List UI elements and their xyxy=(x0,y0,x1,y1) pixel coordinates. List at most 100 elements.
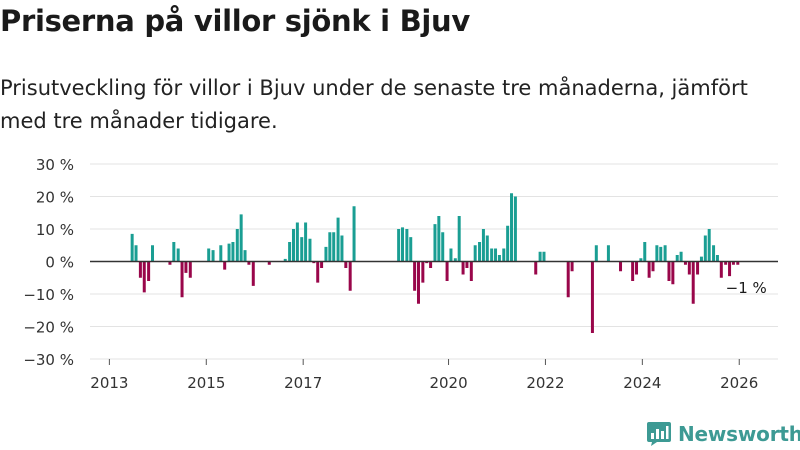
bar xyxy=(490,248,494,262)
annotations: −1 % xyxy=(726,279,767,297)
x-tick-label: 2015 xyxy=(187,374,225,392)
bar xyxy=(473,245,477,262)
bar xyxy=(469,261,473,281)
bar xyxy=(478,242,482,262)
bar xyxy=(231,242,235,262)
x-axis xyxy=(90,260,778,365)
bar xyxy=(397,229,401,262)
bar xyxy=(316,261,320,283)
bar xyxy=(736,261,740,265)
bar xyxy=(437,216,441,262)
bar xyxy=(312,261,316,264)
bar xyxy=(223,261,227,270)
bar xyxy=(449,248,453,262)
bar xyxy=(534,261,538,275)
bar xyxy=(188,261,192,278)
grid-lines xyxy=(90,163,778,360)
bar xyxy=(344,261,348,268)
bar xyxy=(184,261,188,273)
bar xyxy=(425,261,429,264)
bar xyxy=(336,217,340,262)
bar xyxy=(731,261,735,265)
bar xyxy=(283,258,287,262)
bar xyxy=(570,261,574,272)
bar xyxy=(619,261,623,272)
y-tick-label: 0 % xyxy=(45,254,74,272)
y-tick-label: 10 % xyxy=(36,221,74,239)
bar xyxy=(497,255,501,262)
chart-title: Priserna på villor sjönk i Bjuv xyxy=(0,4,470,38)
bar xyxy=(267,261,271,265)
bar xyxy=(485,235,489,262)
bar xyxy=(308,238,312,262)
bar xyxy=(409,237,413,262)
bar xyxy=(683,261,687,265)
bar xyxy=(457,216,461,262)
newsworthy-logo-icon xyxy=(647,422,671,446)
x-axis-labels: 2013 2015 2017 2020 2022 2024 2026 xyxy=(90,374,758,392)
last-value-label: −1 % xyxy=(726,279,767,297)
bar xyxy=(352,206,356,262)
bar xyxy=(542,251,546,262)
bar xyxy=(687,261,691,275)
bar xyxy=(340,235,344,262)
bar xyxy=(590,261,594,333)
y-tick-label: −20 % xyxy=(23,319,74,337)
bar xyxy=(566,261,570,298)
bar xyxy=(320,261,324,268)
bar xyxy=(295,222,299,262)
bar xyxy=(441,232,445,262)
bar xyxy=(647,261,651,278)
bar xyxy=(176,248,180,262)
x-tick-label: 2020 xyxy=(429,374,467,392)
x-tick-label: 2022 xyxy=(526,374,564,392)
bar-series xyxy=(130,193,740,333)
bar xyxy=(635,261,639,275)
bar xyxy=(667,261,671,281)
y-tick-label: −10 % xyxy=(23,286,74,304)
bar xyxy=(703,235,707,262)
bar xyxy=(288,242,292,262)
bar xyxy=(416,261,420,304)
bar xyxy=(134,245,138,262)
chart-subtitle: Prisutveckling för villor i Bjuv under d… xyxy=(0,76,748,133)
bar xyxy=(643,242,647,262)
bar xyxy=(659,246,663,262)
bar xyxy=(724,261,728,265)
bar xyxy=(168,261,172,265)
bar xyxy=(211,250,215,262)
bar xyxy=(663,245,667,262)
bar xyxy=(291,229,295,262)
bar xyxy=(348,261,352,291)
y-tick-label: −30 % xyxy=(23,351,74,369)
bar xyxy=(421,261,425,283)
bar xyxy=(639,258,643,262)
bar xyxy=(707,229,711,262)
bar xyxy=(631,261,635,281)
bar xyxy=(300,237,304,262)
y-tick-label: 20 % xyxy=(36,189,74,207)
bar xyxy=(675,255,679,262)
bar xyxy=(324,246,328,262)
newsworthy-logo: Newsworthy xyxy=(646,421,800,447)
bar xyxy=(413,261,417,291)
bar xyxy=(151,245,154,262)
bar xyxy=(247,261,251,265)
bar xyxy=(235,229,239,262)
bar xyxy=(606,245,610,262)
bar xyxy=(445,261,449,281)
bar xyxy=(502,248,506,262)
bar xyxy=(538,251,542,262)
bar xyxy=(332,232,336,262)
bar xyxy=(510,193,514,262)
bar xyxy=(481,229,485,262)
newsworthy-logo-text: Newsworthy xyxy=(678,422,800,446)
bar xyxy=(304,222,308,262)
bar xyxy=(405,229,409,262)
bar xyxy=(251,261,255,286)
y-axis-labels: 30 % 20 % 10 % 0 % −10 % −20 % −30 % xyxy=(23,156,74,369)
bar xyxy=(651,261,655,272)
bar xyxy=(513,196,517,262)
bar xyxy=(180,261,184,298)
